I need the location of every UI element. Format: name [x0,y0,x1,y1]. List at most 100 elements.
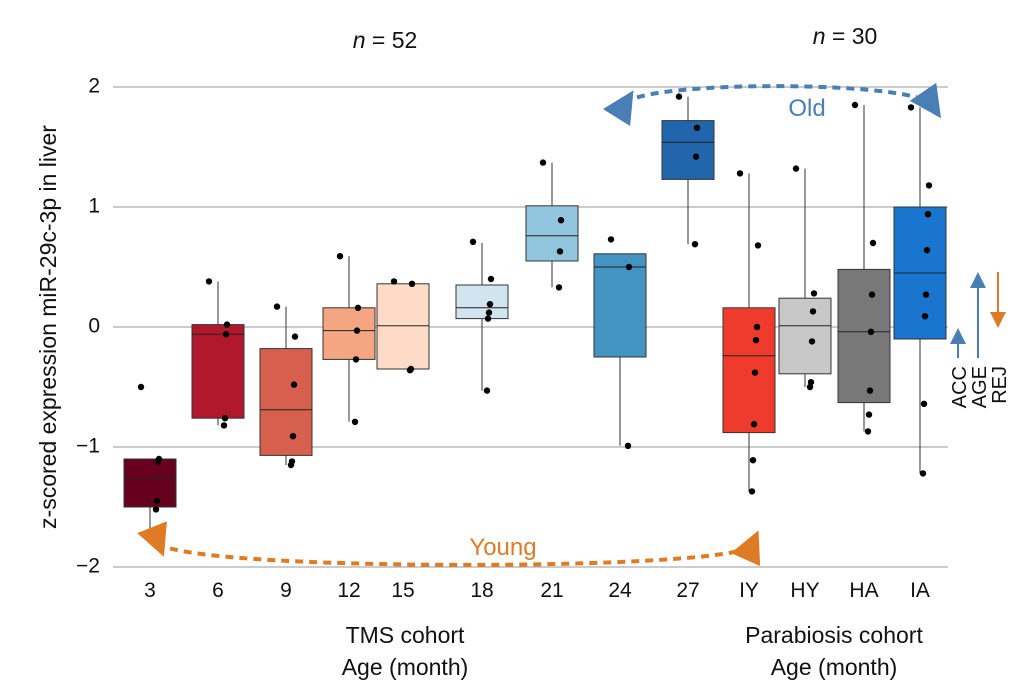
data-point [851,101,859,109]
axis-label-parabiosis: Age (month) [771,654,898,680]
data-point [406,367,414,374]
age-label: AGE [969,366,991,408]
n-label-tms: n = 52 [353,27,418,53]
data-point [154,458,162,465]
data-point [919,470,927,477]
data-point [624,442,632,449]
data-point [287,461,295,469]
data-point [750,421,758,428]
data-point [792,165,800,172]
data-point [336,253,344,260]
box-6 [191,278,245,429]
box-body [837,268,891,404]
data-point [675,93,683,100]
y-tick-label: −1 [76,435,100,458]
box-3 [123,383,177,543]
x-tick-label: 21 [540,579,563,602]
data-point [864,428,872,435]
box-body [722,307,776,434]
data-point [289,433,297,440]
box-body [593,253,647,358]
old-label: Old [788,95,825,122]
x-tick-label: IY [739,579,759,602]
data-point [390,278,398,285]
x-tick-label: 18 [470,579,493,602]
old-arrow [602,82,942,127]
boxes [123,93,947,543]
y-tick-label: 0 [88,315,100,338]
x-tick-label: 27 [676,579,699,602]
data-point [754,242,762,249]
y-tick-label: 2 [88,75,100,98]
data-point [291,333,299,340]
data-point [907,104,915,111]
data-point [352,356,360,363]
data-point [484,315,492,322]
cohort-label-parabiosis: Parabiosis cohort [745,622,923,648]
y-axis-label: z-scored expression miR-29c-3p in liver [35,125,61,529]
data-point [865,411,873,418]
data-point [692,153,700,160]
box-HA [837,101,891,435]
data-point [539,159,547,166]
data-point [469,238,477,245]
data-point [807,379,815,386]
data-point [809,308,817,315]
data-point [354,304,362,311]
data-point [353,327,361,334]
box-IA [893,104,947,477]
data-point [555,284,563,291]
x-tick-label: 12 [337,579,360,602]
axis-label-tms: Age (month) [342,654,469,680]
data-point [408,280,416,287]
data-point [869,239,877,247]
x-tick-label: 9 [280,579,292,602]
box-IY [722,170,776,495]
data-point [693,124,701,131]
data-point [810,290,818,297]
data-point [867,328,875,335]
x-tick-label: 3 [144,579,156,602]
n-label-parabiosis: n = 30 [813,23,878,49]
data-point [351,418,359,425]
x-tick-label: 6 [212,579,224,602]
data-point [806,383,814,391]
data-point [736,170,744,177]
x-tick-label: IA [910,579,930,602]
data-point [223,321,231,328]
box-body [123,458,177,508]
box-15 [376,278,430,374]
box-body [661,120,715,180]
box-body [525,205,579,262]
data-point [607,236,615,243]
rej-label: REJ [989,366,1010,404]
x-tick-label: 15 [391,579,414,602]
data-point [925,182,933,189]
data-point [556,248,564,255]
box-27 [661,93,715,248]
data-point [752,337,760,344]
box-body [455,284,509,320]
data-point [921,313,929,320]
data-point [868,291,876,298]
box-21 [525,159,579,291]
data-point [922,291,930,298]
cohort-label-tms: TMS cohort [346,622,465,648]
y-tick-labels: −2 −1 0 1 2 [76,75,100,578]
data-point [557,217,565,224]
data-point [748,488,756,495]
box-body [778,297,832,375]
data-point [273,303,281,310]
box-12 [322,253,376,425]
young-label: Young [469,534,536,561]
data-point [920,400,928,407]
data-point [222,331,230,338]
data-point [205,278,213,285]
data-point [753,323,761,331]
box-body [376,283,430,370]
y-tick-label: −2 [76,555,100,578]
box-24 [593,236,647,449]
data-point [485,309,493,316]
data-point [751,369,759,376]
